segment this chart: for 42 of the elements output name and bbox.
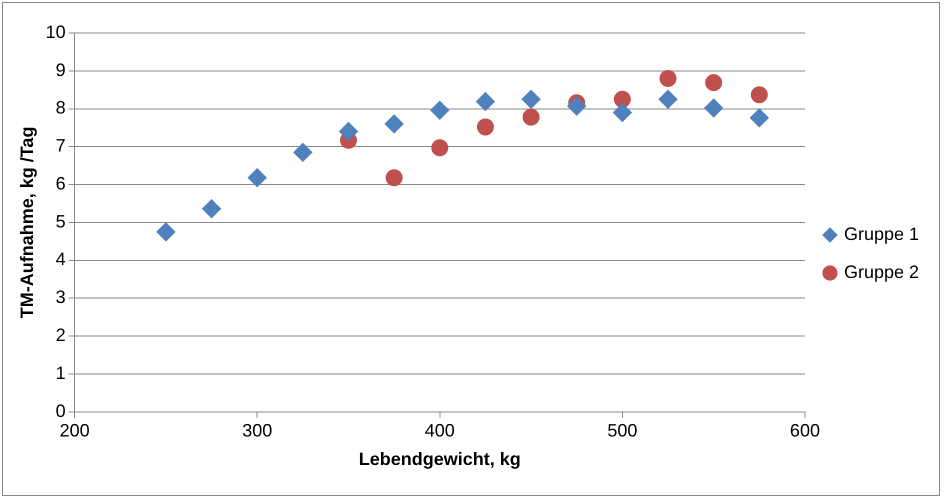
- legend-label: Gruppe 2: [844, 262, 920, 282]
- y-tick-label: 4: [56, 249, 66, 270]
- point: [612, 103, 632, 122]
- point: [658, 90, 678, 109]
- point: [202, 199, 222, 218]
- point: [704, 98, 724, 118]
- point: [338, 122, 358, 141]
- x-tick-label: 200: [60, 420, 90, 441]
- point: [293, 142, 312, 162]
- point: [522, 90, 541, 109]
- legend-label: Gruppe 1: [844, 224, 920, 244]
- y-axis-title: TM-Aufnahme, kg /Tag: [16, 126, 37, 318]
- point: [384, 114, 404, 134]
- point: [660, 70, 677, 87]
- point: [614, 90, 631, 108]
- point: [476, 118, 494, 136]
- point: [156, 222, 176, 242]
- y-tick-label: 8: [56, 98, 66, 118]
- x-axis-title: Lebendgewicht, kg: [358, 449, 521, 470]
- y-tick-label: 5: [56, 211, 66, 232]
- y-tick-label: 2: [56, 325, 66, 346]
- point: [750, 108, 769, 128]
- y-tick-label: 9: [56, 60, 66, 80]
- y-tick-label: 6: [56, 173, 66, 194]
- y-tick-label: 3: [56, 287, 66, 308]
- x-tick-label: 500: [607, 420, 638, 441]
- y-tick-label: 10: [46, 22, 66, 42]
- point: [750, 86, 768, 104]
- y-tick-label: 1: [56, 362, 66, 383]
- point: [522, 108, 540, 126]
- x-tick-label: 300: [242, 420, 272, 441]
- point: [386, 169, 403, 186]
- x-tick-label: 600: [790, 420, 820, 441]
- point: [705, 74, 722, 92]
- point: [430, 100, 450, 120]
- y-tick-label: 7: [56, 136, 66, 156]
- y-tick-label: 0: [56, 400, 66, 421]
- point: [248, 168, 267, 188]
- point: [431, 139, 448, 156]
- point: [476, 92, 495, 112]
- point: [567, 96, 586, 116]
- x-tick-label: 400: [424, 420, 455, 441]
